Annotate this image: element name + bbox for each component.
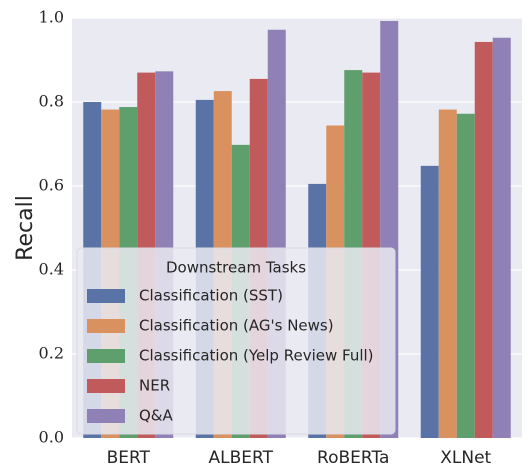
y-tick-label: 0.8: [39, 92, 64, 111]
legend-entry-label: NER: [139, 377, 170, 395]
y-tick-label: 1.0: [39, 8, 64, 27]
bar-xlnet-0: [420, 165, 439, 438]
y-axis-label: Recall: [13, 195, 38, 261]
legend-swatch: [87, 289, 125, 303]
y-tick-label: 0.0: [39, 428, 64, 447]
legend: Downstream Tasks Classification (SST) Clas…: [76, 247, 396, 435]
y-tick-label: 0.2: [39, 344, 64, 363]
y-tick-label: 0.6: [39, 176, 64, 195]
legend-entry-label: Classification (Yelp Review Full): [139, 347, 374, 365]
bar-xlnet-3: [474, 41, 493, 438]
legend-swatch: [87, 349, 125, 363]
x-tick-labels: BERT ALBERT RoBERTa XLNet: [107, 448, 492, 468]
legend-title: Downstream Tasks: [166, 259, 306, 277]
legend-swatch: [87, 379, 125, 393]
legend-box: [76, 247, 396, 435]
x-tick-label: XLNet: [440, 448, 491, 468]
x-tick-label: RoBERTa: [317, 448, 389, 468]
x-tick-label: BERT: [107, 448, 151, 468]
legend-entry-label: Classification (AG's News): [139, 317, 334, 335]
legend-entry-label: Q&A: [139, 407, 174, 425]
bar-xlnet-1: [438, 109, 457, 438]
bar-xlnet-2: [456, 113, 475, 438]
y-tick-label: 0.4: [39, 260, 64, 279]
legend-swatch: [87, 319, 125, 333]
y-tick-labels: 0.0 0.2 0.4 0.6 0.8 1.0: [39, 8, 64, 447]
x-tick-label: ALBERT: [209, 448, 274, 468]
legend-swatch: [87, 409, 125, 423]
bar-xlnet-4: [492, 37, 511, 439]
legend-entry-label: Classification (SST): [139, 287, 283, 305]
